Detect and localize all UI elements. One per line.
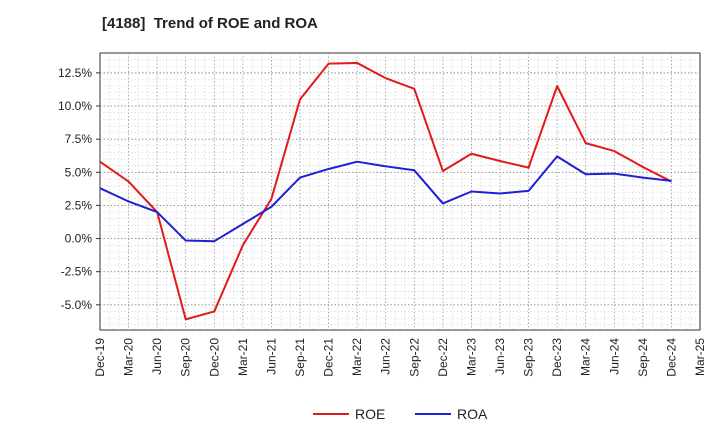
- x-tick-label: Jun-23: [493, 338, 507, 375]
- y-tick-label: 10.0%: [58, 99, 92, 113]
- x-tick-label: Dec-22: [436, 338, 450, 377]
- x-tick-label: Jun-20: [150, 338, 164, 375]
- x-tick-label: Sep-20: [179, 338, 193, 377]
- y-tick-label: 5.0%: [65, 165, 93, 179]
- x-tick-label: Mar-22: [350, 338, 364, 376]
- x-tick-label: Jun-21: [264, 338, 278, 375]
- x-tick-label: Dec-21: [322, 338, 336, 377]
- plot-area: [99, 52, 701, 331]
- y-tick-label: -2.5%: [61, 265, 93, 279]
- legend-label-roe: ROE: [355, 406, 385, 422]
- x-tick-label: Sep-21: [293, 338, 307, 377]
- x-tick-label: Dec-23: [550, 338, 564, 377]
- x-tick-label: Dec-20: [207, 338, 221, 377]
- x-tick-label: Dec-19: [93, 338, 107, 377]
- y-tick-label: 7.5%: [65, 132, 93, 146]
- x-tick-label: Mar-25: [693, 338, 707, 376]
- x-tick-label: Mar-23: [464, 338, 478, 376]
- x-tick-label: Mar-24: [579, 338, 593, 376]
- x-tick-label: Jun-22: [379, 338, 393, 375]
- x-tick-label: Mar-20: [122, 338, 136, 376]
- x-tick-label: Sep-24: [636, 338, 650, 377]
- y-tick-label: 0.0%: [65, 232, 93, 246]
- y-tick-label: 2.5%: [65, 198, 93, 212]
- y-tick-label: 12.5%: [58, 66, 92, 80]
- y-tick-label: -5.0%: [61, 298, 93, 312]
- series-line-roe: [99, 61, 672, 321]
- x-tick-label: Mar-21: [236, 338, 250, 376]
- series-line-roa: [99, 155, 672, 243]
- x-tick-label: Sep-23: [522, 338, 536, 377]
- x-tick-label: Sep-22: [407, 338, 421, 377]
- x-tick-label: Dec-24: [664, 338, 678, 377]
- legend-label-roa: ROA: [457, 406, 488, 422]
- x-tick-label: Jun-24: [607, 338, 621, 375]
- chart-title: [4188] Trend of ROE and ROA: [102, 15, 318, 32]
